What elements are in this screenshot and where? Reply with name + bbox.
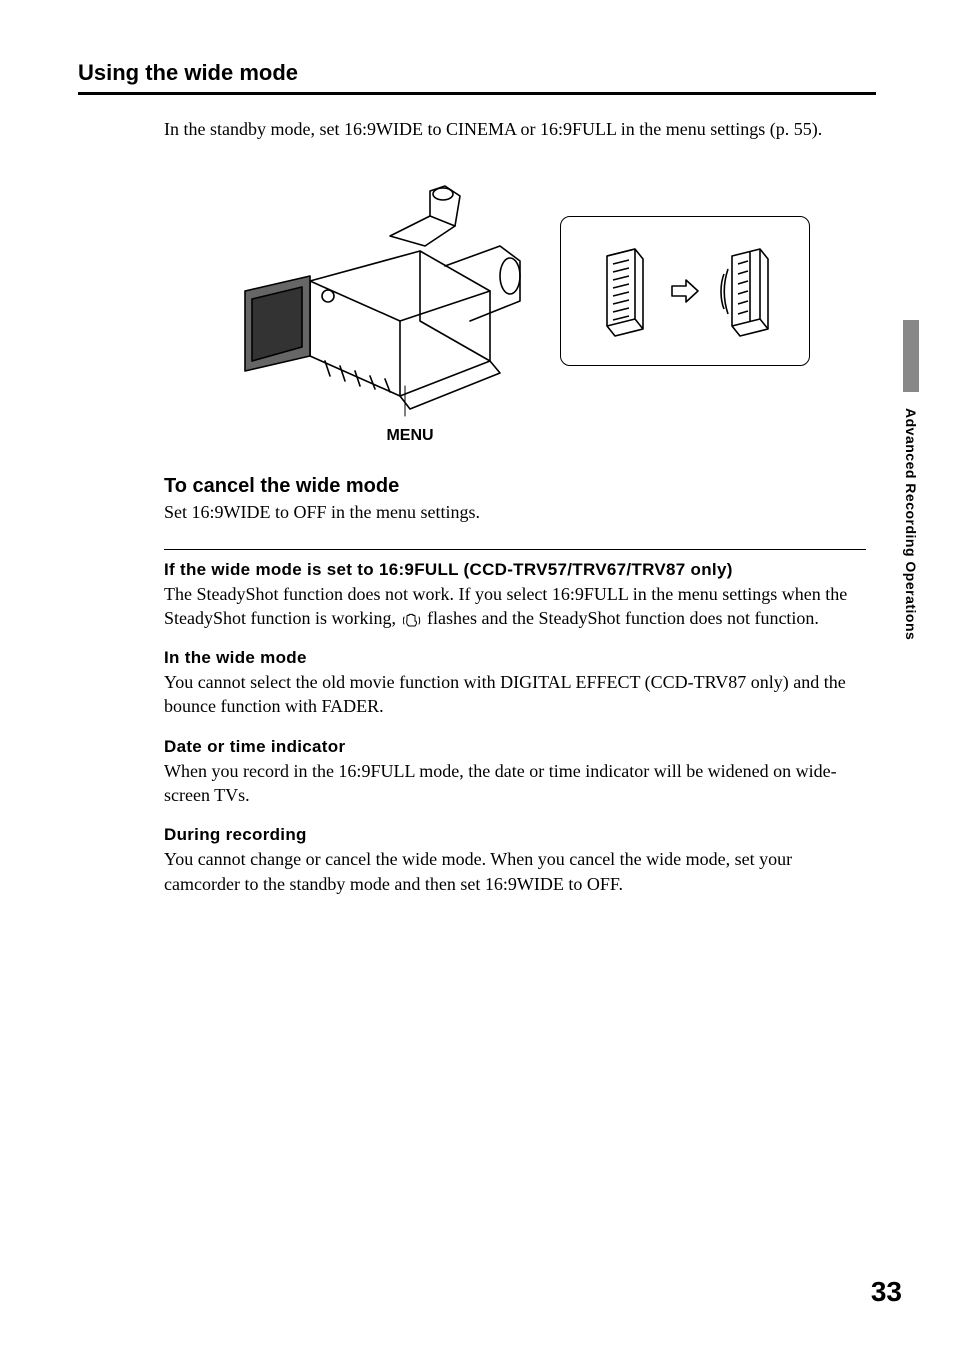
cancel-heading: To cancel the wide mode: [164, 475, 876, 498]
menu-label: MENU: [386, 427, 433, 445]
note-body-1: You cannot select the old movie function…: [164, 670, 866, 719]
note-head-1: In the wide mode: [164, 648, 866, 668]
dial-panel: [560, 216, 810, 366]
note-body-2: When you record in the 16:9FULL mode, th…: [164, 759, 866, 808]
side-tab: Advanced Recording Operations: [903, 320, 919, 640]
note-body-3: You cannot change or cancel the wide mod…: [164, 847, 866, 896]
intro-paragraph: In the standby mode, set 16:9WIDE to CIN…: [164, 117, 866, 141]
camcorder-icon: [230, 161, 530, 421]
section-title: Using the wide mode: [78, 60, 876, 95]
side-tab-bar: [903, 320, 919, 392]
dial-after-icon: [720, 244, 775, 339]
camcorder-illustration: [230, 161, 530, 421]
arrow-right-icon: [670, 278, 700, 304]
note-body-0-after: flashes and the SteadyShot function does…: [423, 608, 819, 628]
dial-before-icon: [595, 244, 650, 339]
note-head-0: If the wide mode is set to 16:9FULL (CCD…: [164, 560, 866, 580]
side-tab-label: Advanced Recording Operations: [903, 408, 919, 640]
cancel-text: Set 16:9WIDE to OFF in the menu settings…: [164, 500, 866, 524]
note-head-3: During recording: [164, 825, 866, 845]
figure-area: MENU: [164, 161, 876, 445]
note-head-2: Date or time indicator: [164, 737, 866, 757]
steadyshot-hand-icon: [403, 612, 421, 628]
note-body-0: The SteadyShot function does not work. I…: [164, 582, 866, 631]
notes-block: If the wide mode is set to 16:9FULL (CCD…: [164, 549, 866, 896]
page-number: 33: [871, 1276, 902, 1308]
